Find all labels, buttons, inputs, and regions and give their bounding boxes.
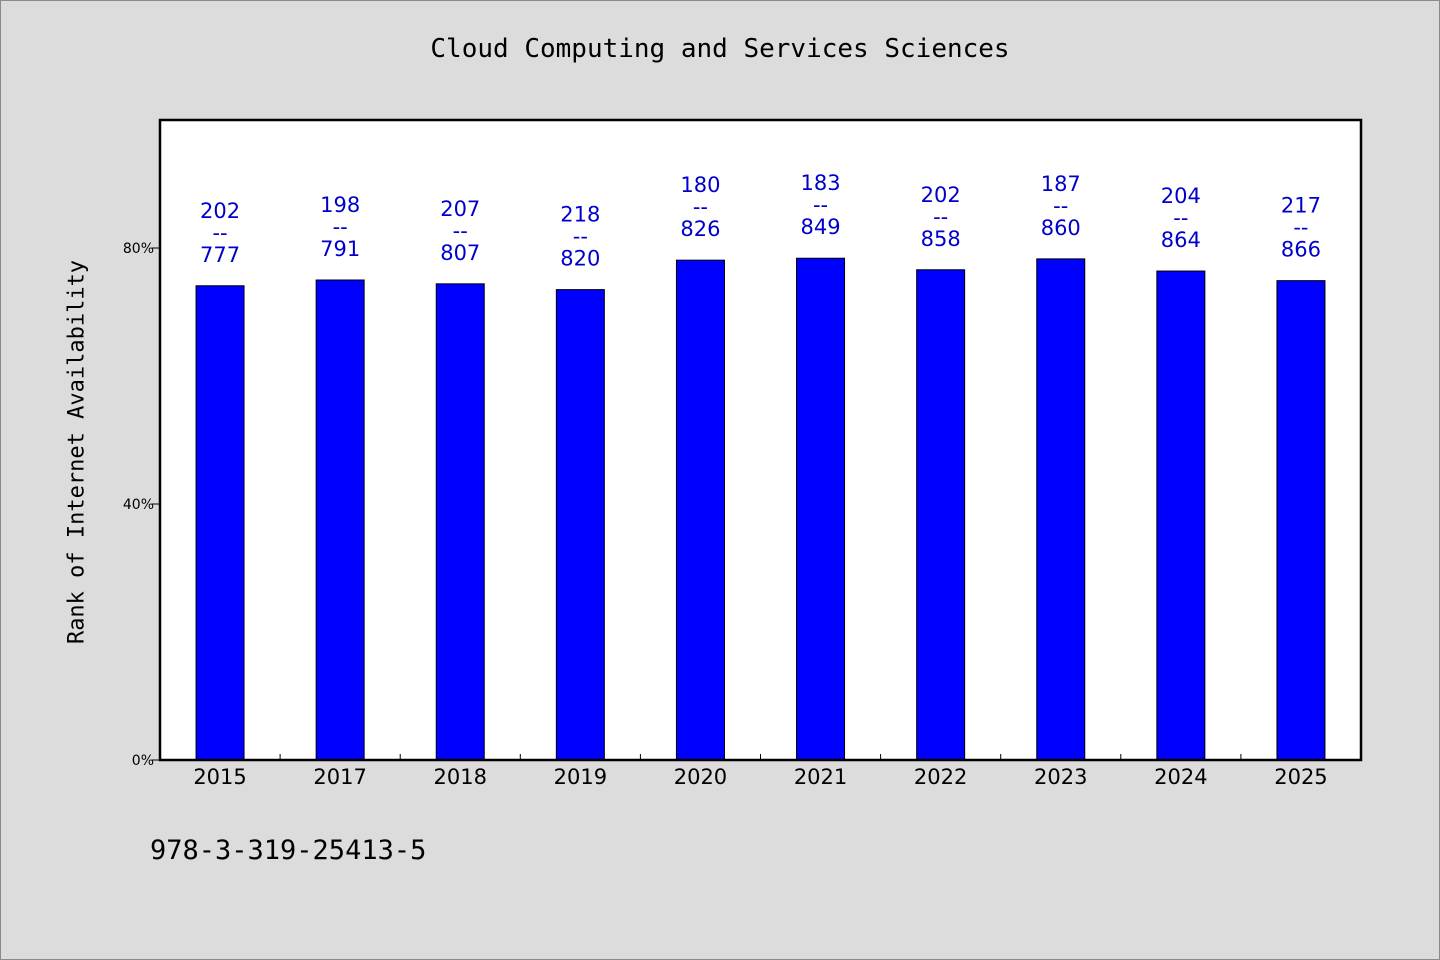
bar-label-top-2024: 204 (1161, 184, 1201, 208)
chart-title: Cloud Computing and Services Sciences (430, 34, 1010, 64)
bar-label-top-2022: 202 (921, 183, 961, 207)
x-tick-label-2020: 2020 (674, 765, 727, 789)
bar-label-bottom-2021: 849 (801, 215, 841, 239)
bar-label-sep-2015: -- (212, 221, 227, 245)
x-tick-label-2023: 2023 (1034, 765, 1087, 789)
bar-label-bottom-2023: 860 (1041, 216, 1081, 240)
x-tick-label-2017: 2017 (313, 765, 366, 789)
bar-label-sep-2025: -- (1293, 216, 1308, 240)
bar-label-top-2021: 183 (801, 171, 841, 195)
bar-label-top-2018: 207 (440, 197, 480, 221)
bar-2023 (1036, 258, 1086, 761)
bar-2024 (1156, 270, 1206, 761)
bar-label-bottom-2015: 777 (200, 243, 240, 267)
bar-2022 (916, 269, 966, 761)
x-ticks-group: 2015 2017 2018 2019 2020 2021 2022 2023 2024 2025 (193, 754, 1328, 789)
x-tick-label-2021: 2021 (794, 765, 847, 789)
x-tick-label-2018: 2018 (434, 765, 487, 789)
bar-label-sep-2019: -- (573, 225, 588, 249)
bar-label-sep-2022: -- (933, 205, 948, 229)
bar-label-bottom-2020: 826 (680, 217, 720, 241)
bar-2025 (1276, 280, 1326, 761)
y-ticks-group: 0% 40% 80% (123, 241, 160, 769)
bar-label-top-2025: 217 (1281, 194, 1321, 218)
bar-label-sep-2024: -- (1173, 206, 1188, 230)
bar-label-bottom-2025: 866 (1281, 238, 1321, 262)
bar-label-bottom-2019: 820 (560, 247, 600, 271)
y-tick-label: 0% (132, 753, 154, 769)
bar-2017 (315, 279, 365, 761)
plot-border (158, 118, 1363, 762)
bar-label-top-2023: 187 (1041, 172, 1081, 196)
x-tick-label-2019: 2019 (554, 765, 607, 789)
bar-label-bottom-2018: 807 (440, 241, 480, 265)
bar-label-top-2017: 198 (320, 193, 360, 217)
bar-label-top-2015: 202 (200, 199, 240, 223)
bar-label-top-2019: 218 (560, 203, 600, 227)
bar-label-bottom-2024: 864 (1161, 228, 1201, 252)
bar-label-sep-2017: -- (333, 215, 348, 239)
y-tick-label: 40% (123, 497, 154, 513)
bar-label-top-2020: 180 (680, 173, 720, 197)
bar-2019 (555, 289, 605, 761)
x-tick-label-2025: 2025 (1274, 765, 1327, 789)
bar-label-sep-2018: -- (453, 219, 468, 243)
bar-label-bottom-2017: 791 (320, 237, 360, 261)
bar-label-bottom-2022: 858 (921, 227, 961, 251)
bar-2018 (435, 283, 485, 761)
bar-2021 (796, 257, 846, 761)
y-tick-label: 80% (123, 241, 154, 257)
x-tick-label-2024: 2024 (1154, 765, 1207, 789)
isbn-footer: 978-3-319-25413-5 (150, 835, 427, 866)
bar-2020 (675, 259, 725, 761)
x-tick-label-2022: 2022 (914, 765, 967, 789)
x-tick-label-2015: 2015 (193, 765, 246, 789)
bar-label-sep-2023: -- (1053, 194, 1068, 218)
bar-labels-group: 202--777198--791207--807218--820180--826… (200, 171, 1321, 270)
bars-group (195, 257, 1326, 761)
bar-2015 (195, 285, 245, 761)
bar-label-sep-2021: -- (813, 193, 828, 217)
bar-label-sep-2020: -- (693, 195, 708, 219)
